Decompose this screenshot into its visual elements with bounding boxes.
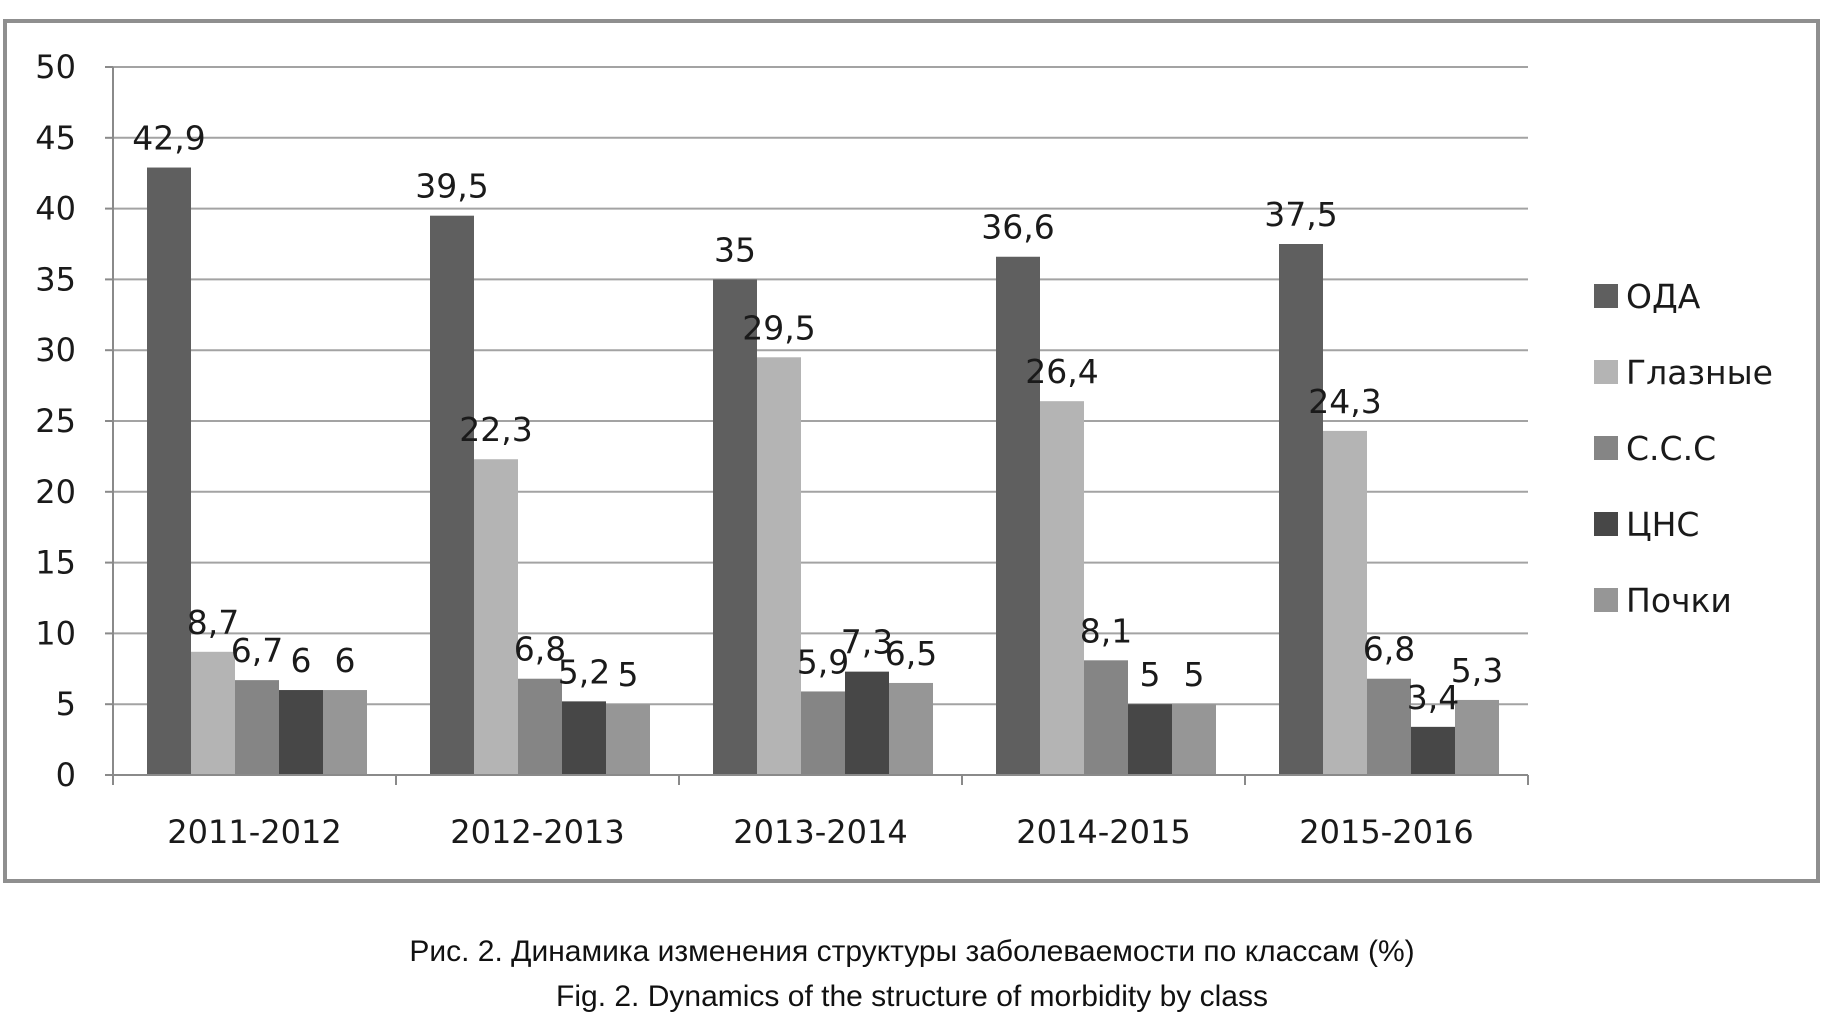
y-tick-label: 50 bbox=[35, 48, 76, 86]
bar bbox=[235, 680, 279, 775]
data-label: 6,8 bbox=[514, 630, 566, 669]
data-label: 6 bbox=[335, 641, 356, 680]
x-axis-ticks: 2011-2012 2012-2013 2013-2014 2014-2015 2015… bbox=[167, 813, 1473, 851]
bar bbox=[757, 357, 801, 775]
data-label: 29,5 bbox=[742, 308, 815, 347]
bar bbox=[1172, 704, 1216, 775]
y-tick-label: 35 bbox=[35, 260, 76, 298]
legend-swatch bbox=[1594, 436, 1618, 460]
y-tick-label: 25 bbox=[35, 402, 76, 440]
x-tick-label: 2012-2013 bbox=[450, 813, 624, 851]
legend-label: ЦНС bbox=[1626, 505, 1699, 544]
bar bbox=[562, 701, 606, 775]
y-tick-label: 10 bbox=[35, 614, 76, 652]
data-label: 5,3 bbox=[1451, 651, 1503, 690]
bars bbox=[147, 167, 1499, 775]
bar bbox=[1367, 678, 1411, 775]
y-tick-label: 30 bbox=[35, 331, 76, 369]
data-label: 37,5 bbox=[1264, 195, 1337, 234]
legend-label: ОДА bbox=[1626, 277, 1701, 316]
data-label: 8,7 bbox=[187, 603, 239, 642]
data-label: 39,5 bbox=[415, 167, 488, 206]
bar bbox=[191, 651, 235, 775]
bar bbox=[996, 256, 1040, 775]
y-tick-label: 45 bbox=[35, 119, 76, 157]
y-tick-label: 15 bbox=[35, 544, 76, 582]
bar bbox=[1128, 704, 1172, 775]
bar bbox=[323, 690, 367, 775]
y-tick-label: 0 bbox=[56, 756, 76, 794]
bar bbox=[713, 279, 757, 775]
bar bbox=[1323, 430, 1367, 775]
data-label: 5 bbox=[618, 655, 639, 694]
bar bbox=[279, 690, 323, 775]
data-label: 26,4 bbox=[1025, 352, 1098, 391]
axes bbox=[112, 67, 1529, 785]
bar bbox=[845, 671, 889, 775]
bar bbox=[1411, 726, 1455, 775]
data-label: 42,9 bbox=[132, 119, 205, 158]
figure-caption-english: Fig. 2. Dynamics of the structure of mor… bbox=[556, 980, 1268, 1013]
legend-swatch bbox=[1594, 588, 1618, 612]
data-label: 5,9 bbox=[797, 642, 849, 681]
data-label: 24,3 bbox=[1308, 382, 1381, 421]
legend-label: С.С.С bbox=[1626, 429, 1716, 468]
legend-swatch bbox=[1594, 512, 1618, 536]
legend-swatch bbox=[1594, 360, 1618, 384]
bar bbox=[1279, 244, 1323, 775]
legend-label: Глазные bbox=[1626, 353, 1773, 392]
data-label: 5 bbox=[1184, 655, 1205, 694]
data-label: 5,2 bbox=[558, 652, 610, 691]
bar bbox=[1084, 660, 1128, 775]
data-label: 6,5 bbox=[885, 634, 937, 673]
bar bbox=[1040, 401, 1084, 775]
bar bbox=[1455, 699, 1499, 775]
x-tick-label: 2014-2015 bbox=[1016, 813, 1190, 851]
y-tick-label: 40 bbox=[35, 190, 76, 228]
x-tick-label: 2013-2014 bbox=[733, 813, 907, 851]
legend-swatch bbox=[1594, 284, 1618, 308]
bar bbox=[889, 682, 933, 775]
data-label: 36,6 bbox=[981, 208, 1054, 247]
y-tick-label: 20 bbox=[35, 473, 76, 511]
data-label: 5 bbox=[1140, 655, 1161, 694]
bar bbox=[147, 167, 191, 775]
data-label: 6,7 bbox=[231, 631, 283, 670]
bar bbox=[430, 215, 474, 775]
legend-label: Почки bbox=[1626, 581, 1732, 620]
x-tick-label: 2011-2012 bbox=[167, 813, 341, 851]
bar bbox=[518, 678, 562, 775]
figure-caption-russian: Рис. 2. Динамика изменения структуры заб… bbox=[409, 935, 1415, 968]
data-labels: 42,98,76,7 6 639,522,36,85,2 53529,55,97,36… bbox=[132, 119, 1503, 717]
data-label: 3,4 bbox=[1407, 678, 1459, 717]
data-label: 6,8 bbox=[1363, 630, 1415, 669]
data-label: 7,3 bbox=[841, 623, 893, 662]
legend: ОДА Глазные С.С.С ЦНС Почки bbox=[1594, 277, 1773, 620]
data-label: 6 bbox=[291, 641, 312, 680]
x-tick-label: 2015-2016 bbox=[1299, 813, 1473, 851]
data-label: 35 bbox=[714, 230, 756, 269]
y-axis-ticks: 0 5 10 15 20 25 30 35 40 45 50 bbox=[35, 48, 113, 794]
y-tick-label: 5 bbox=[56, 685, 76, 723]
data-label: 8,1 bbox=[1080, 611, 1132, 650]
bar bbox=[474, 459, 518, 775]
bar bbox=[606, 704, 650, 775]
bar bbox=[801, 691, 845, 775]
data-label: 22,3 bbox=[459, 410, 532, 449]
